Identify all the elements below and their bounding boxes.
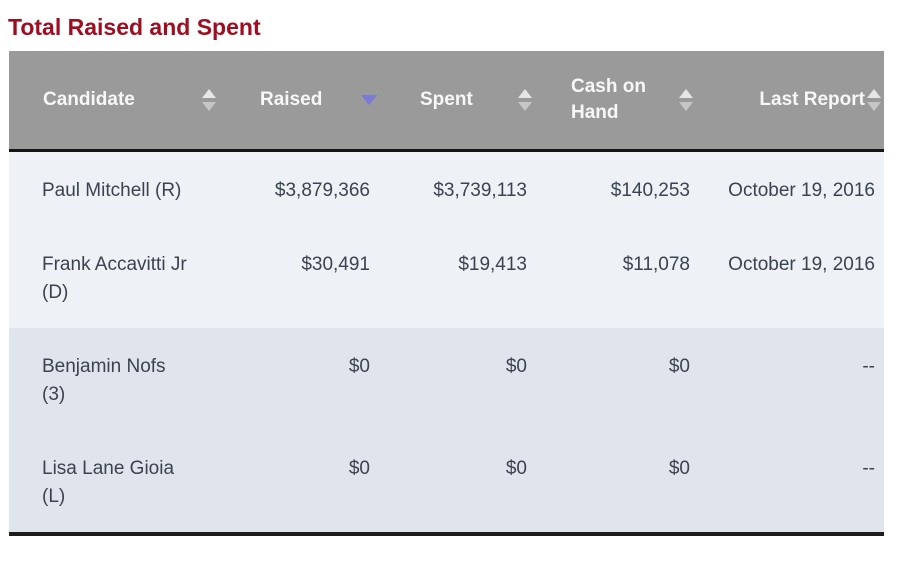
sort-icon-candidate-unsorted[interactable] bbox=[202, 89, 216, 111]
candidate-cell: Lisa Lane Gioia (L) bbox=[9, 429, 241, 534]
table-row: Lisa Lane Gioia (L) $0 $0 $0 -- bbox=[9, 429, 884, 534]
sort-icon-raised-descending[interactable] bbox=[361, 95, 377, 105]
candidate-cell: Paul Mitchell (R) bbox=[9, 150, 241, 226]
sort-down-arrow-icon bbox=[518, 102, 532, 111]
sort-up-arrow-icon bbox=[202, 89, 216, 98]
column-header-cash-on-hand[interactable]: Cash on Hand bbox=[547, 51, 714, 152]
sort-icon-spent-unsorted[interactable] bbox=[518, 89, 532, 111]
cash-on-hand-cell: $11,078 bbox=[547, 225, 714, 328]
raised-cell: $3,879,366 bbox=[241, 150, 394, 226]
candidate-name: Frank Accavitti Jr (D) bbox=[42, 253, 187, 304]
table-row: Benjamin Nofs (3) $0 $0 $0 -- bbox=[9, 327, 884, 430]
column-label-candidate: Candidate bbox=[43, 89, 135, 110]
spent-cell: $0 bbox=[394, 327, 547, 430]
last-report-cell: October 19, 2016 bbox=[714, 225, 884, 328]
candidate-name: Lisa Lane Gioia (L) bbox=[42, 457, 175, 508]
sort-down-arrow-icon bbox=[867, 102, 881, 111]
cash-on-hand-cell: $140,253 bbox=[547, 150, 714, 226]
candidate-name: Benjamin Nofs (3) bbox=[42, 355, 166, 406]
sort-down-arrow-icon bbox=[202, 102, 216, 111]
raised-cell: $0 bbox=[241, 327, 394, 430]
last-report-cell: -- bbox=[714, 429, 884, 534]
sort-down-arrow-icon bbox=[679, 102, 693, 111]
sort-icon-last-report-unsorted[interactable] bbox=[867, 89, 881, 111]
column-label-cash-on-hand: Cash on Hand bbox=[571, 76, 646, 123]
column-header-last-report[interactable]: Last Report bbox=[714, 51, 884, 152]
cash-on-hand-cell: $0 bbox=[547, 429, 714, 534]
raised-cell: $30,491 bbox=[241, 225, 394, 328]
table-body: Paul Mitchell (R) $3,879,366 $3,739,113 … bbox=[9, 150, 884, 534]
column-label-raised: Raised bbox=[260, 89, 323, 110]
column-header-candidate[interactable]: Candidate bbox=[9, 51, 241, 152]
table-row: Frank Accavitti Jr (D) $30,491 $19,413 $… bbox=[9, 225, 884, 328]
candidate-cell: Frank Accavitti Jr (D) bbox=[9, 225, 241, 328]
column-header-spent[interactable]: Spent bbox=[394, 51, 547, 152]
last-report-cell: October 19, 2016 bbox=[714, 150, 884, 226]
candidate-name: Paul Mitchell (R) bbox=[42, 180, 182, 201]
column-label-spent: Spent bbox=[420, 89, 473, 110]
candidate-cell: Benjamin Nofs (3) bbox=[9, 327, 241, 430]
sort-down-arrow-icon bbox=[361, 95, 377, 105]
header-row: Candidate Raised Spent Cash on Hand bbox=[9, 51, 884, 152]
sort-up-arrow-icon bbox=[867, 89, 881, 98]
column-label-last-report: Last Report bbox=[759, 89, 865, 110]
table-header: Candidate Raised Spent Cash on Hand bbox=[9, 51, 884, 152]
spent-cell: $19,413 bbox=[394, 225, 547, 328]
spent-cell: $0 bbox=[394, 429, 547, 534]
cash-on-hand-cell: $0 bbox=[547, 327, 714, 430]
sort-icon-cash-on-hand-unsorted[interactable] bbox=[679, 89, 693, 111]
column-header-raised[interactable]: Raised bbox=[241, 51, 394, 152]
sort-up-arrow-icon bbox=[679, 89, 693, 98]
sort-up-arrow-icon bbox=[518, 89, 532, 98]
last-report-cell: -- bbox=[714, 327, 884, 430]
campaign-finance-table: Candidate Raised Spent Cash on Hand bbox=[9, 51, 884, 536]
page-title: Total Raised and Spent bbox=[8, 14, 261, 40]
raised-cell: $0 bbox=[241, 429, 394, 534]
table-row: Paul Mitchell (R) $3,879,366 $3,739,113 … bbox=[9, 150, 884, 226]
spent-cell: $3,739,113 bbox=[394, 150, 547, 226]
